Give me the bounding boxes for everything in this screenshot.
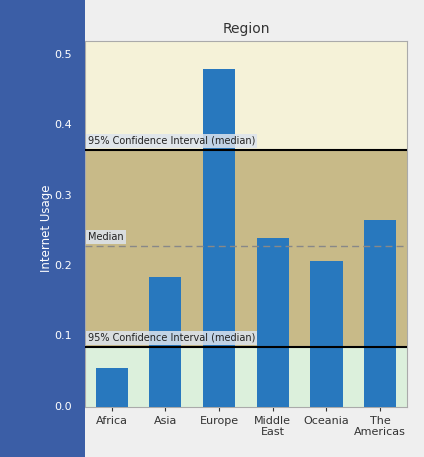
Bar	[257, 238, 289, 407]
Text: 0.3: 0.3	[54, 191, 72, 201]
Text: 0.0: 0.0	[54, 402, 72, 412]
Bar	[203, 69, 235, 407]
Title: Region: Region	[222, 22, 270, 36]
Text: 95% Confidence Interval (median): 95% Confidence Interval (median)	[88, 136, 255, 146]
Text: Internet Usage: Internet Usage	[40, 185, 53, 272]
Bar	[364, 220, 396, 407]
Text: 0.1: 0.1	[54, 331, 72, 341]
Bar	[85, 41, 407, 150]
Text: Median: Median	[88, 232, 124, 242]
Text: 95% Confidence Interval (median): 95% Confidence Interval (median)	[88, 333, 255, 343]
Text: 0.5: 0.5	[54, 50, 72, 60]
Bar	[85, 150, 407, 347]
Bar	[149, 276, 181, 407]
Text: 0.2: 0.2	[54, 261, 72, 271]
Bar	[95, 368, 128, 407]
Bar	[85, 347, 407, 407]
Bar	[310, 261, 343, 407]
Text: 0.4: 0.4	[54, 121, 72, 131]
